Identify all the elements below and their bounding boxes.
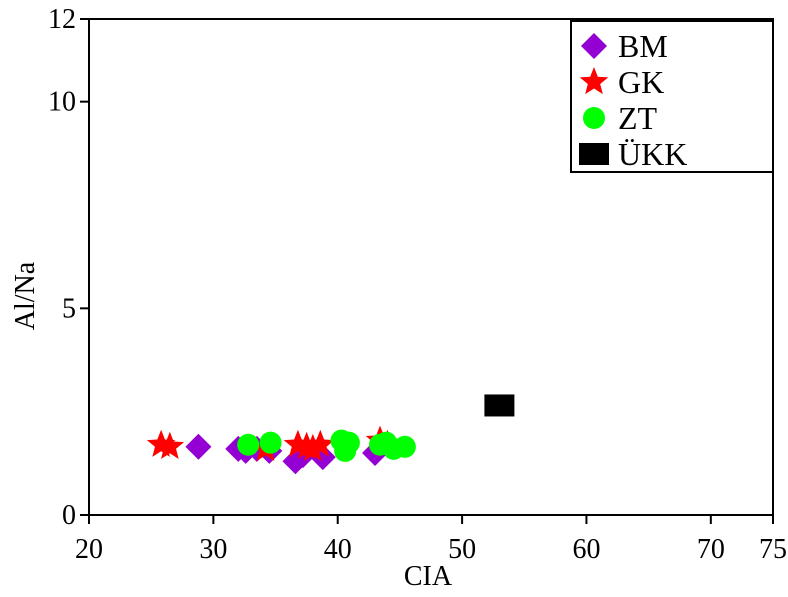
- legend-marker-star: [579, 67, 609, 95]
- y-axis-title: Al/Na: [10, 261, 41, 330]
- x-axis: 20 30 40 50 60 70 75: [75, 515, 787, 565]
- y-axis: 0 5 10 12: [48, 4, 89, 531]
- x-tick-label: 70: [697, 534, 725, 565]
- x-tick-label: 30: [199, 534, 227, 565]
- data-point: [484, 394, 515, 417]
- legend-marker-diamond: [581, 33, 607, 59]
- plot-area: [88, 18, 774, 516]
- data-point: [237, 433, 260, 456]
- legend-marker-square: [579, 143, 609, 165]
- series-square: [484, 394, 515, 417]
- x-tick-label: 50: [448, 534, 476, 565]
- legend-label: BM: [618, 28, 668, 64]
- series-circle: [237, 429, 416, 462]
- data-point: [337, 431, 360, 454]
- y-tick-label: 12: [48, 4, 76, 35]
- legend-label: GK: [618, 64, 664, 100]
- x-tick-label: 40: [324, 534, 352, 565]
- data-point: [185, 433, 212, 460]
- legend-label: ZT: [618, 100, 658, 136]
- data-point: [393, 435, 416, 458]
- data-point: [298, 433, 328, 461]
- y-tick-label: 5: [62, 293, 76, 324]
- data-points: [146, 394, 515, 475]
- x-tick-label: 60: [572, 534, 600, 565]
- legend-label: ÜKK: [618, 136, 687, 172]
- data-point: [306, 429, 335, 457]
- legend-marker-circle: [583, 107, 605, 129]
- x-tick-label: 75: [759, 534, 787, 565]
- x-tick-label: 20: [75, 534, 103, 565]
- data-point: [155, 431, 185, 459]
- y-tick-label: 0: [62, 500, 76, 531]
- y-tick-label: 10: [48, 87, 76, 118]
- x-axis-title: CIA: [404, 561, 453, 592]
- data-point: [259, 431, 282, 454]
